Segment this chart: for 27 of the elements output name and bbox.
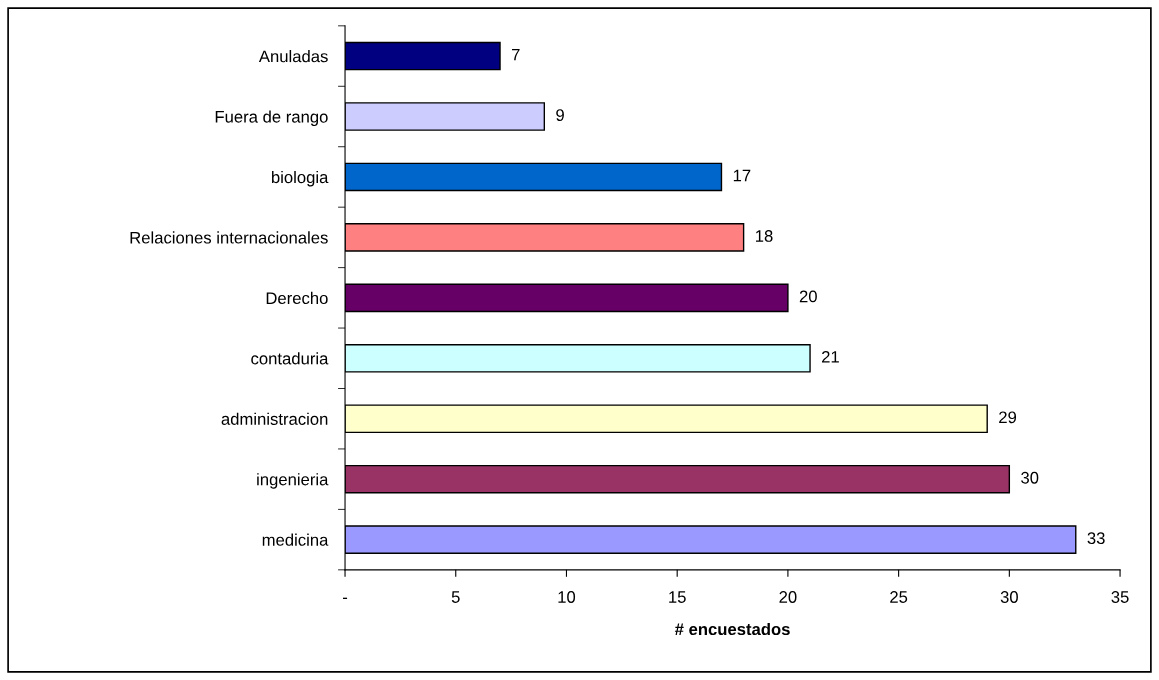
y-tick-label: biologia [271, 170, 329, 187]
data-label: 33 [1087, 532, 1105, 545]
data-label: 18 [756, 230, 773, 242]
y-tick-label: Relaciones internacionales [130, 231, 328, 244]
y-tick-label: Derecho [266, 291, 328, 305]
y-tick-label: medicina [262, 533, 329, 546]
x-tick-label: 15 [669, 591, 686, 603]
data-label: 7 [512, 48, 520, 61]
data-label: 30 [1021, 471, 1039, 484]
y-tick-label: ingenieria [257, 473, 329, 489]
data-label: 9 [556, 109, 564, 121]
y-tick-label: Fuera de rango [215, 110, 328, 126]
y-tick-label: administracion [221, 412, 328, 425]
x-tick-label: - [343, 597, 348, 599]
x-tick-label: 25 [890, 591, 908, 603]
x-tick-label: 35 [1111, 591, 1129, 603]
y-tick-label: contaduria [251, 352, 329, 365]
data-label: 21 [822, 350, 839, 363]
x-axis-title: # encuestados [674, 622, 790, 636]
data-label: 17 [733, 169, 751, 182]
x-tick-label: 30 [1000, 591, 1018, 603]
data-label: 20 [799, 290, 817, 303]
data-label: 29 [999, 411, 1017, 424]
y-tick-label: Anuladas [258, 50, 328, 63]
x-tick-label: 5 [451, 591, 460, 603]
x-tick-label: 20 [779, 591, 797, 603]
x-tick-label: 10 [558, 591, 576, 603]
